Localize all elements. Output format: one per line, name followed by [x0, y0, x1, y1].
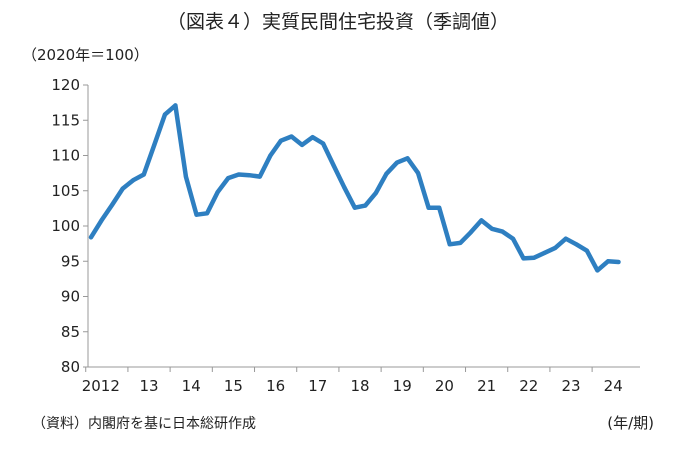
- x-tick-label: 16: [266, 377, 285, 395]
- x-tick-label: 19: [393, 377, 412, 395]
- data-point: [395, 160, 399, 165]
- data-point: [574, 242, 579, 247]
- y-tick-label: 90: [61, 288, 80, 306]
- x-tick-label: 13: [139, 377, 158, 395]
- data-point: [194, 212, 199, 217]
- data-point: [152, 142, 157, 147]
- data-point: [500, 229, 505, 234]
- data-point: [89, 235, 93, 240]
- data-point: [205, 211, 210, 216]
- data-point: [384, 171, 389, 176]
- x-tick-label: 14: [182, 377, 201, 395]
- data-point: [447, 242, 452, 247]
- x-tick-label: 18: [350, 377, 369, 395]
- data-points: [89, 103, 621, 273]
- y-tick-label: 85: [61, 323, 80, 341]
- data-point: [606, 259, 610, 264]
- data-point: [331, 163, 336, 168]
- data-point: [342, 185, 347, 190]
- data-point: [278, 138, 283, 143]
- x-tick-label: 21: [477, 377, 496, 395]
- series-line: [88, 103, 621, 273]
- x-tick-label: 23: [561, 377, 580, 395]
- data-point: [236, 172, 241, 177]
- data-point: [553, 245, 558, 250]
- data-point: [268, 153, 273, 158]
- data-point: [521, 256, 526, 261]
- data-point: [616, 260, 621, 264]
- data-point: [542, 250, 547, 255]
- data-point: [511, 236, 515, 241]
- y-tick-label: 80: [61, 358, 80, 376]
- data-point: [437, 205, 442, 210]
- data-point: [321, 141, 326, 146]
- y-tick-label: 100: [51, 217, 80, 235]
- y-tick-label: 95: [61, 252, 80, 270]
- x-axis-label: (年/期): [607, 414, 654, 432]
- data-point: [458, 240, 463, 245]
- source-note: （資料）内閣府を基に日本総研作成: [32, 415, 256, 432]
- data-point: [131, 178, 136, 183]
- x-tick-label: 15: [224, 377, 243, 395]
- y-tick-label: 105: [51, 182, 80, 200]
- data-point: [405, 156, 410, 161]
- data-point: [300, 142, 304, 147]
- x-tick-label: 24: [604, 377, 623, 395]
- data-point: [120, 186, 125, 191]
- x-tick-label: 17: [308, 377, 327, 395]
- data-point: [479, 218, 484, 223]
- data-point: [352, 205, 357, 210]
- data-point: [363, 203, 368, 208]
- data-point: [183, 174, 188, 179]
- y-tick-label: 120: [51, 76, 80, 94]
- data-point: [226, 176, 231, 181]
- data-point: [416, 171, 421, 176]
- unit-label: （2020年＝100）: [22, 46, 149, 64]
- data-point: [310, 135, 315, 140]
- data-point: [489, 226, 494, 231]
- x-tick-label: 20: [435, 377, 454, 395]
- data-point: [257, 174, 262, 179]
- data-point: [141, 172, 146, 177]
- data-point: [563, 236, 568, 241]
- y-tick-label: 115: [51, 111, 80, 129]
- data-point: [595, 268, 600, 273]
- data-point: [99, 218, 104, 223]
- data-point: [468, 230, 473, 235]
- x-tick-label: 22: [519, 377, 538, 395]
- data-point: [426, 205, 431, 210]
- data-point: [373, 190, 378, 195]
- data-point: [173, 103, 178, 108]
- data-point: [584, 248, 589, 253]
- data-point: [532, 255, 537, 260]
- data-point: [247, 173, 252, 178]
- data-point: [110, 202, 115, 207]
- x-tick-label: 2012: [82, 377, 120, 395]
- data-point: [215, 190, 220, 195]
- data-point: [162, 112, 167, 117]
- y-tick-label: 110: [51, 147, 80, 165]
- chart-title: （図表４）実質民間住宅投資（季調値）: [167, 11, 509, 33]
- data-point: [289, 134, 294, 139]
- y-axis-ticks: 120 115 110 105 100 95 90 85 80: [51, 76, 88, 376]
- x-axis-ticks: 2012 13 14 15 16 17 18 19 20 21 22 23 24: [82, 367, 623, 395]
